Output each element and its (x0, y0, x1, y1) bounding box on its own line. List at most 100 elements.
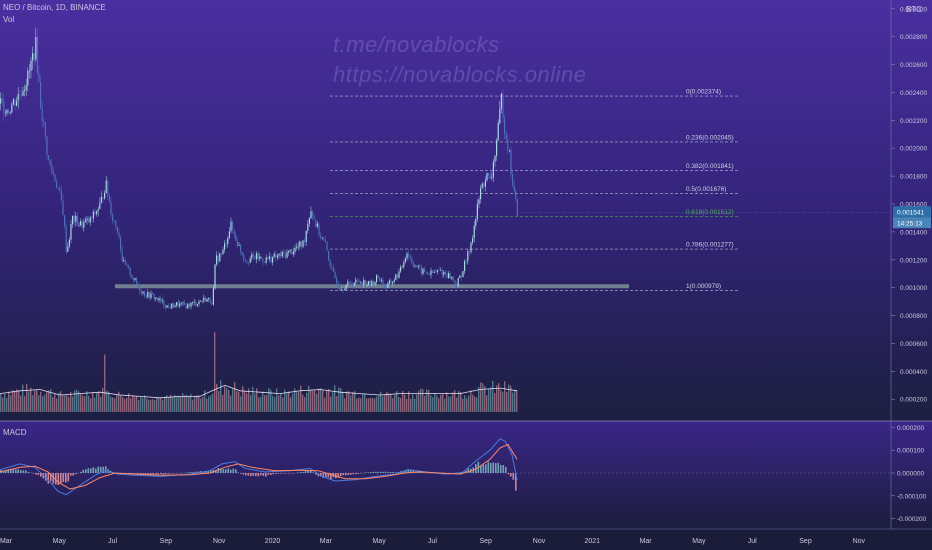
volume-bar (262, 391, 264, 412)
volume-bar (340, 388, 342, 412)
candle-body (464, 261, 466, 272)
candle-body (422, 268, 424, 274)
volume-bar (260, 396, 262, 412)
macd-histogram-bar (330, 473, 332, 480)
candle-body (64, 215, 66, 227)
volume-bar (98, 391, 100, 412)
macd-indicator-label[interactable]: MACD (3, 428, 27, 437)
candle-body (411, 257, 413, 263)
candle-body (403, 262, 405, 267)
macd-tick-label: 0.000000 (897, 471, 924, 478)
volume-bar (374, 398, 376, 412)
candle-body (19, 94, 21, 95)
volume-bar (256, 388, 258, 412)
volume-bar (514, 389, 516, 412)
candle-body (1, 98, 3, 101)
candle-body (448, 273, 450, 279)
macd-histogram-bar (157, 473, 160, 475)
candle-body (180, 303, 182, 304)
volume-bar (478, 386, 480, 412)
price-tick-label: 0.000600 (900, 341, 927, 348)
candle-body (59, 188, 61, 191)
candle-body (152, 293, 154, 295)
candle-body (398, 271, 400, 278)
macd-histogram-bar (102, 466, 105, 473)
volume-bar (452, 392, 454, 412)
symbol-title[interactable]: NEO / Bitcoin, 1D, BINANCE (3, 3, 106, 12)
macd-histogram-bar (247, 473, 250, 476)
volume-bar (424, 395, 426, 412)
candle-body (22, 90, 24, 96)
candle-body (499, 108, 501, 124)
candle-body (129, 267, 131, 276)
volume-bar (56, 398, 58, 412)
candle-body (280, 253, 282, 257)
macd-histogram-bar (495, 463, 497, 473)
macd-histogram-bar (70, 473, 72, 476)
candle-body (428, 274, 430, 275)
candle-body (409, 256, 411, 258)
candle-body (20, 94, 22, 96)
candle-body (251, 254, 253, 259)
candle-body (420, 266, 422, 274)
time-tick-label: Mar (320, 538, 333, 545)
macd-histogram-bar (192, 472, 195, 473)
macd-histogram-bar (260, 473, 262, 476)
candle-body (212, 288, 214, 305)
volume-bar (276, 388, 278, 412)
macd-histogram-bar (227, 468, 230, 473)
macd-histogram-bar (315, 473, 317, 475)
candle-body (232, 221, 234, 230)
candle-body (144, 291, 146, 297)
volume-indicator-label[interactable]: Vol (3, 15, 15, 24)
macd-histogram-bar (230, 469, 232, 473)
volume-bar (508, 384, 510, 412)
macd-histogram-bar (307, 470, 310, 473)
candle-body (92, 211, 94, 219)
volume-bar (124, 399, 126, 412)
candle-body (281, 251, 283, 257)
macd-histogram-bar (325, 473, 327, 477)
macd-tick-label: 0.000200 (897, 425, 924, 432)
candle-body (470, 242, 472, 253)
candle-body (444, 271, 446, 275)
volume-bar (516, 389, 518, 412)
macd-histogram-bar (282, 473, 285, 474)
macd-histogram-bar (60, 473, 62, 484)
candle-body (363, 279, 365, 285)
volume-bar (254, 393, 256, 412)
candle-body (496, 140, 498, 156)
candle-body (168, 305, 170, 307)
macd-histogram-bar (222, 469, 225, 473)
candle-body (329, 260, 331, 267)
volume-bar (358, 397, 360, 412)
candle-body (83, 222, 85, 228)
time-tick-label: Sep (160, 538, 173, 545)
volume-bar (22, 384, 24, 412)
macd-histogram-bar (372, 471, 375, 473)
volume-bar (230, 395, 232, 412)
volume-bar (412, 394, 414, 412)
volume-bar (494, 393, 496, 412)
volume-bar (438, 398, 440, 412)
candle-body (497, 123, 499, 141)
candle-body (57, 186, 59, 189)
volume-bar (200, 398, 202, 412)
time-tick-label: Jul (748, 538, 757, 545)
volume-bar (160, 397, 162, 412)
candle-body (72, 215, 74, 225)
macd-histogram-bar (50, 473, 52, 482)
candle-body (259, 256, 261, 260)
candle-body (211, 302, 213, 305)
candle-body (446, 274, 448, 279)
candle-body (270, 256, 272, 263)
volume-bar (416, 394, 418, 412)
volume-bar (500, 390, 502, 412)
volume-bar (252, 386, 254, 412)
volume-bar (204, 390, 206, 412)
volume-bar (414, 398, 416, 412)
volume-bar (70, 392, 72, 412)
fib-level-label: 0.786(0.001277) (686, 242, 734, 249)
volume-bar (4, 393, 6, 412)
